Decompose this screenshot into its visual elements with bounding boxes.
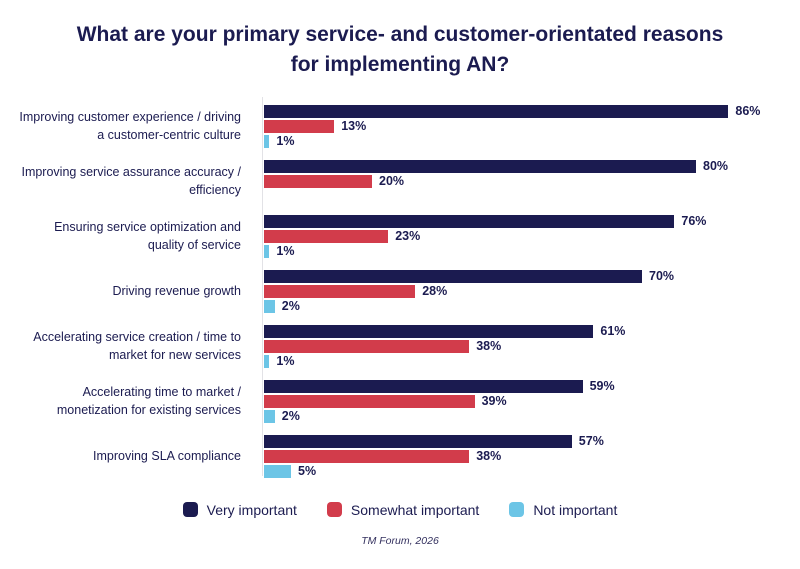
chart-row: Driving revenue growth 70% 28% 2%	[15, 269, 785, 314]
value-label: 2%	[281, 409, 300, 424]
bar-group: 80% 20%	[254, 159, 785, 203]
value-label: 1%	[276, 244, 295, 259]
bar-line: 1%	[264, 244, 785, 259]
category-label: Improving SLA compliance	[93, 449, 241, 464]
bar-very-important	[264, 104, 729, 118]
source-caption: TM Forum, 2026	[361, 534, 439, 547]
bar-line: 28%	[264, 284, 785, 299]
legend-item: Not important	[509, 502, 617, 518]
bar-not-important	[264, 134, 270, 148]
chart-row: Improving service assurance accuracy / e…	[15, 159, 785, 203]
value-label: 86%	[735, 104, 761, 119]
bar-line: 70%	[264, 269, 785, 284]
value-label: 38%	[476, 339, 502, 354]
bar-somewhat-important	[264, 119, 335, 133]
bar-line	[264, 190, 785, 203]
value-label: 59%	[589, 379, 615, 394]
bar-very-important	[264, 434, 572, 448]
bar-very-important	[264, 269, 642, 283]
category-label: Accelerating service creation / time to …	[33, 330, 241, 363]
bar-group: 70% 28% 2%	[254, 269, 785, 314]
bar-group: 76% 23% 1%	[254, 214, 785, 259]
bar-line: 61%	[264, 324, 785, 339]
chart-legend: Very important Somewhat important Not impo…	[0, 502, 800, 518]
y-axis-line	[262, 96, 263, 476]
chart-row: Improving SLA compliance 57% 38% 5%	[15, 434, 785, 479]
bar-chart: Improving customer experience / driving …	[15, 96, 785, 479]
category-label: Improving customer experience / driving …	[19, 110, 241, 143]
bar-line: 80%	[264, 159, 785, 174]
value-label: 76%	[681, 214, 707, 229]
value-label: 57%	[578, 434, 604, 449]
bar-line: 39%	[264, 394, 785, 409]
chart-row: Improving customer experience / driving …	[15, 104, 785, 149]
bar-somewhat-important	[264, 284, 416, 298]
bar-line: 38%	[264, 449, 785, 464]
bar-group: 61% 38% 1%	[254, 324, 785, 369]
chart-row: Accelerating time to market / monetizati…	[15, 379, 785, 424]
bar-line: 2%	[264, 409, 785, 424]
chart-rows: Improving customer experience / driving …	[15, 104, 785, 479]
bar-group: 86% 13% 1%	[254, 104, 785, 149]
legend-label: Not important	[533, 501, 618, 518]
bar-very-important	[264, 159, 696, 173]
bar-not-important	[264, 244, 270, 258]
bar-somewhat-important	[264, 394, 475, 408]
bar-line: 1%	[264, 134, 785, 149]
value-label: 28%	[422, 284, 448, 299]
legend-label: Somewhat important	[350, 501, 480, 518]
chart-row: Accelerating service creation / time to …	[15, 324, 785, 369]
category-label: Accelerating time to market / monetizati…	[56, 385, 241, 418]
bar-line: 1%	[264, 354, 785, 369]
legend-swatch-very-important	[182, 502, 198, 518]
bar-line: 76%	[264, 214, 785, 229]
bar-line: 38%	[264, 339, 785, 354]
category-label: Improving service assurance accuracy / e…	[21, 165, 241, 198]
bar-line: 13%	[264, 119, 785, 134]
bar-line: 86%	[264, 104, 785, 119]
bar-group: 59% 39% 2%	[254, 379, 785, 424]
bar-not-important	[264, 409, 275, 423]
value-label: 23%	[395, 229, 421, 244]
bar-somewhat-important	[264, 449, 470, 463]
legend-swatch-somewhat-important	[326, 502, 342, 518]
bar-not-important	[264, 464, 291, 478]
bar-group: 57% 38% 5%	[254, 434, 785, 479]
value-label: 80%	[703, 159, 729, 174]
value-label: 13%	[341, 119, 367, 134]
value-label: 1%	[276, 354, 295, 369]
legend-swatch-not-important	[509, 502, 525, 518]
legend-item: Somewhat important	[326, 501, 480, 518]
bar-line: 23%	[264, 229, 785, 244]
category-label: Driving revenue growth	[112, 284, 241, 299]
chart-title: What are your primary service- and custo…	[76, 23, 724, 77]
bar-not-important	[264, 299, 275, 313]
value-label: 70%	[649, 269, 675, 284]
bar-line: 59%	[264, 379, 785, 394]
bar-line: 5%	[264, 464, 785, 479]
bar-somewhat-important	[264, 339, 470, 353]
bar-not-important	[264, 354, 270, 368]
legend-item: Very important	[182, 501, 297, 518]
value-label: 39%	[481, 394, 507, 409]
bar-very-important	[264, 214, 675, 228]
legend-label: Very important	[206, 501, 297, 518]
value-label: 5%	[298, 464, 317, 479]
chart-row: Ensuring service optimization and qualit…	[15, 214, 785, 259]
value-label: 20%	[379, 174, 405, 189]
category-label: Ensuring service optimization and qualit…	[54, 220, 241, 253]
bar-line: 20%	[264, 174, 785, 189]
bar-very-important	[264, 379, 583, 393]
value-label: 2%	[281, 299, 300, 314]
bar-somewhat-important	[264, 174, 372, 188]
value-label: 61%	[600, 324, 626, 339]
value-label: 1%	[276, 134, 295, 149]
bar-line: 57%	[264, 434, 785, 449]
bar-very-important	[264, 324, 594, 338]
bar-somewhat-important	[264, 229, 389, 243]
value-label: 38%	[476, 449, 502, 464]
bar-line: 2%	[264, 299, 785, 314]
